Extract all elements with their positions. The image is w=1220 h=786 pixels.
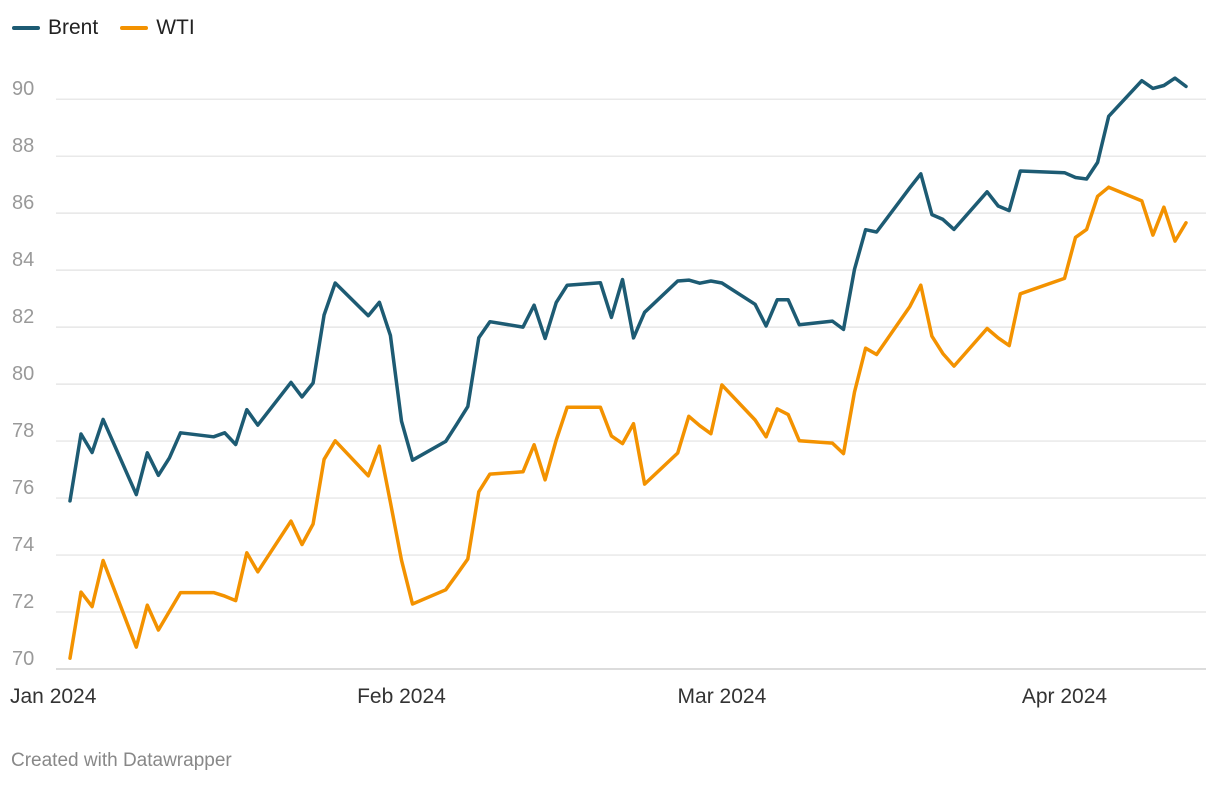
y-tick-label-82: 82 <box>12 306 34 328</box>
legend-item-wti: WTI <box>120 16 195 40</box>
y-tick-label-80: 80 <box>12 363 34 385</box>
legend: Brent WTI <box>12 16 195 40</box>
x-tick-label-1: Feb 2024 <box>357 685 446 708</box>
legend-swatch-brent <box>12 26 40 30</box>
series-line-wti <box>68 185 1188 660</box>
series-line-brent <box>68 76 1188 503</box>
x-tick-label-3: Apr 2024 <box>1022 685 1108 708</box>
legend-item-brent: Brent <box>12 16 98 40</box>
y-tick-label-78: 78 <box>12 420 34 442</box>
x-tick-label-0: Jan 2024 <box>10 685 97 708</box>
y-tick-label-88: 88 <box>12 135 34 157</box>
y-tick-label-86: 86 <box>12 192 34 214</box>
x-tick-label-2: Mar 2024 <box>678 685 767 708</box>
y-tick-label-74: 74 <box>12 534 34 556</box>
y-tick-label-76: 76 <box>12 477 34 499</box>
y-tick-label-84: 84 <box>12 249 34 271</box>
y-tick-label-90: 90 <box>12 78 34 100</box>
legend-swatch-wti <box>120 26 149 30</box>
footer-credit: Created with Datawrapper <box>11 750 232 771</box>
y-tick-label-72: 72 <box>12 591 34 613</box>
legend-label-wti: WTI <box>156 16 195 39</box>
legend-label-brent: Brent <box>48 16 99 39</box>
y-tick-label-70: 70 <box>12 648 34 670</box>
